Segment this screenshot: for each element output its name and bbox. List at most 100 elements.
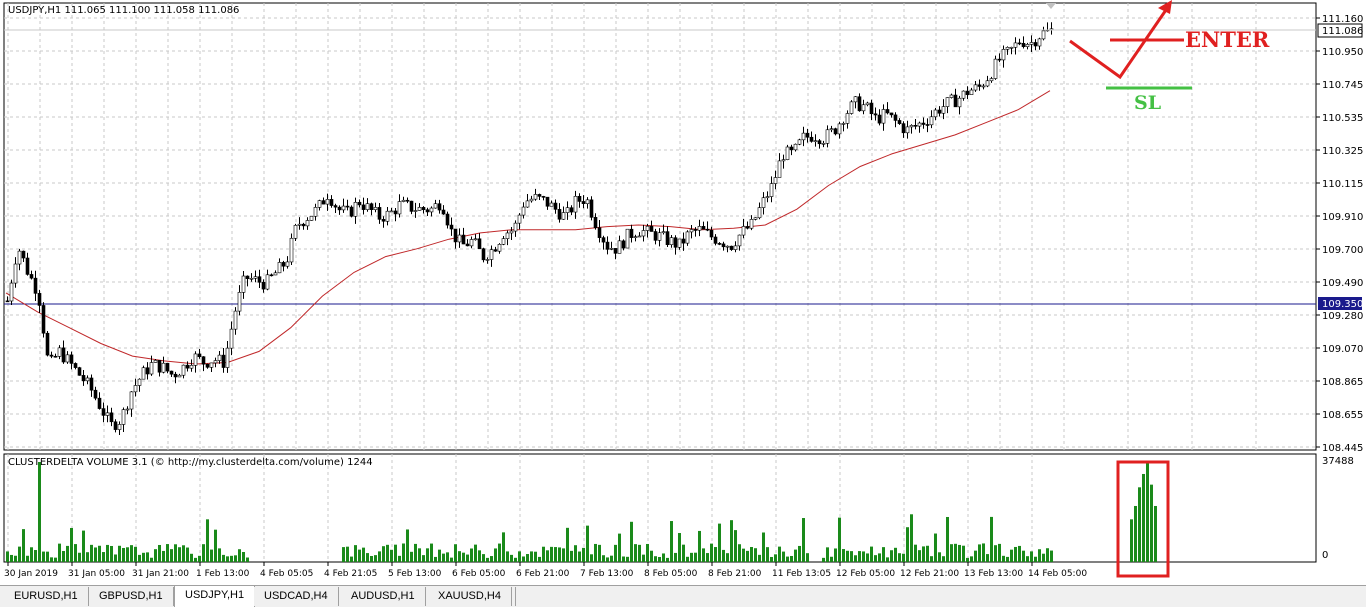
- candle-body: [845, 113, 850, 124]
- volume-bar: [486, 557, 489, 562]
- time-tick-label: 12 Feb 21:00: [900, 569, 959, 579]
- price-tick-label: 110.115: [1322, 179, 1363, 190]
- volume-bar: [514, 557, 517, 562]
- tab-gbpusd-h1[interactable]: GBPUSD,H1: [89, 587, 174, 606]
- candle-body: [885, 109, 890, 114]
- candle-body: [209, 362, 214, 368]
- volume-bar: [722, 549, 725, 562]
- candle-body: [57, 347, 62, 357]
- candle-body: [649, 225, 654, 232]
- candle-body: [865, 102, 870, 106]
- candle-body: [505, 232, 510, 239]
- candle-body: [857, 96, 862, 112]
- volume-bar: [182, 545, 185, 562]
- volume-bar: [458, 551, 461, 562]
- tab-xauusd-h4[interactable]: XAUUSD,H4: [428, 587, 512, 606]
- symbol-info: USDJPY,H1 111.065 111.100 111.058 111.08…: [8, 5, 239, 16]
- candle-body: [205, 363, 210, 368]
- volume-bar: [738, 544, 741, 562]
- candle-body: [81, 375, 86, 382]
- candle-body: [557, 209, 562, 220]
- volume-bar: [6, 551, 9, 562]
- price-tick-label: 110.745: [1322, 80, 1363, 91]
- tab-usdcad-h4[interactable]: USDCAD,H4: [254, 587, 339, 606]
- volume-bar: [1026, 556, 1029, 562]
- candle-body: [405, 199, 410, 202]
- price-chart[interactable]: 111.160 110.950 110.745 110.535 110.325 110.1…: [0, 0, 1366, 585]
- volume-bar: [150, 557, 153, 562]
- candle-body: [633, 236, 638, 239]
- candle-body: [809, 136, 814, 142]
- volume-bar: [1022, 550, 1025, 562]
- candle-body: [693, 229, 698, 231]
- candle-body: [637, 235, 642, 238]
- time-tick-label: 13 Feb 13:00: [964, 569, 1023, 579]
- candle-body: [713, 236, 718, 244]
- volume-bar: [986, 554, 989, 562]
- candle-body: [265, 274, 270, 290]
- candle-body: [545, 196, 550, 207]
- volume-bar: [906, 527, 909, 562]
- volume-bar: [850, 551, 853, 562]
- time-tick-label: 31 Jan 21:00: [132, 569, 189, 579]
- candle-body: [665, 231, 670, 246]
- volume-bar: [1014, 546, 1017, 562]
- candle-body: [341, 205, 346, 211]
- volume-bar: [726, 553, 729, 562]
- candle-body: [585, 199, 590, 204]
- volume-bar: [630, 521, 633, 562]
- symbol-tab-bar: EURUSD,H1 GBPUSD,H1 USDJPY,H1 USDCAD,H4 …: [0, 585, 1366, 607]
- volume-bar: [382, 546, 385, 562]
- tab-eurusd-h1[interactable]: EURUSD,H1: [4, 587, 89, 606]
- volume-bar: [374, 555, 377, 562]
- volume-bar: [954, 543, 957, 562]
- volume-bar: [78, 552, 81, 562]
- indicator-area[interactable]: [3, 453, 1317, 563]
- candle-body: [69, 354, 74, 364]
- tab-audusd-h1[interactable]: AUDUSD,H1: [341, 587, 426, 606]
- volume-bar: [158, 544, 161, 562]
- candle-body: [517, 214, 522, 224]
- candle-body: [425, 209, 430, 213]
- candle-body: [17, 250, 22, 265]
- volume-bar: [970, 556, 973, 562]
- candle-body: [641, 230, 646, 237]
- candle-body: [193, 353, 198, 366]
- volume-bar-highlight: [1150, 484, 1153, 562]
- enter-label: ENTER: [1185, 27, 1270, 52]
- candle-body: [989, 78, 994, 82]
- volume-bar: [198, 555, 201, 562]
- candle-body: [213, 360, 218, 364]
- candle-body: [473, 238, 478, 241]
- volume-bar: [386, 544, 389, 562]
- volume-bar: [882, 547, 885, 562]
- candle-body: [669, 237, 674, 246]
- volume-bar-highlight: [1130, 519, 1133, 562]
- candle-body: [361, 204, 366, 210]
- candle-body: [913, 125, 918, 127]
- candle-body: [273, 272, 278, 276]
- candle-body: [837, 123, 842, 135]
- volume-bar: [1010, 549, 1013, 562]
- volume-bar: [378, 551, 381, 562]
- candle-body: [853, 96, 858, 103]
- candle-body: [685, 231, 690, 244]
- candle-body: [177, 374, 182, 378]
- candle-body: [325, 199, 330, 205]
- candle-body: [733, 245, 738, 250]
- chart-shift-marker[interactable]: [1046, 3, 1056, 9]
- candle-body: [433, 203, 438, 209]
- candle-body: [741, 226, 746, 236]
- volume-bar: [942, 556, 945, 562]
- price-tick-label: 109.490: [1322, 278, 1363, 289]
- candle-body: [965, 90, 970, 95]
- volume-bar: [778, 546, 781, 562]
- volume-bar: [478, 550, 481, 562]
- candle-body: [841, 123, 846, 125]
- volume-bar: [206, 519, 209, 562]
- volume-bar: [506, 551, 509, 562]
- tab-usdjpy-h1[interactable]: USDJPY,H1: [174, 586, 256, 607]
- volume-bar: [106, 544, 109, 562]
- volume-bar: [38, 462, 41, 562]
- volume-bar: [502, 532, 505, 562]
